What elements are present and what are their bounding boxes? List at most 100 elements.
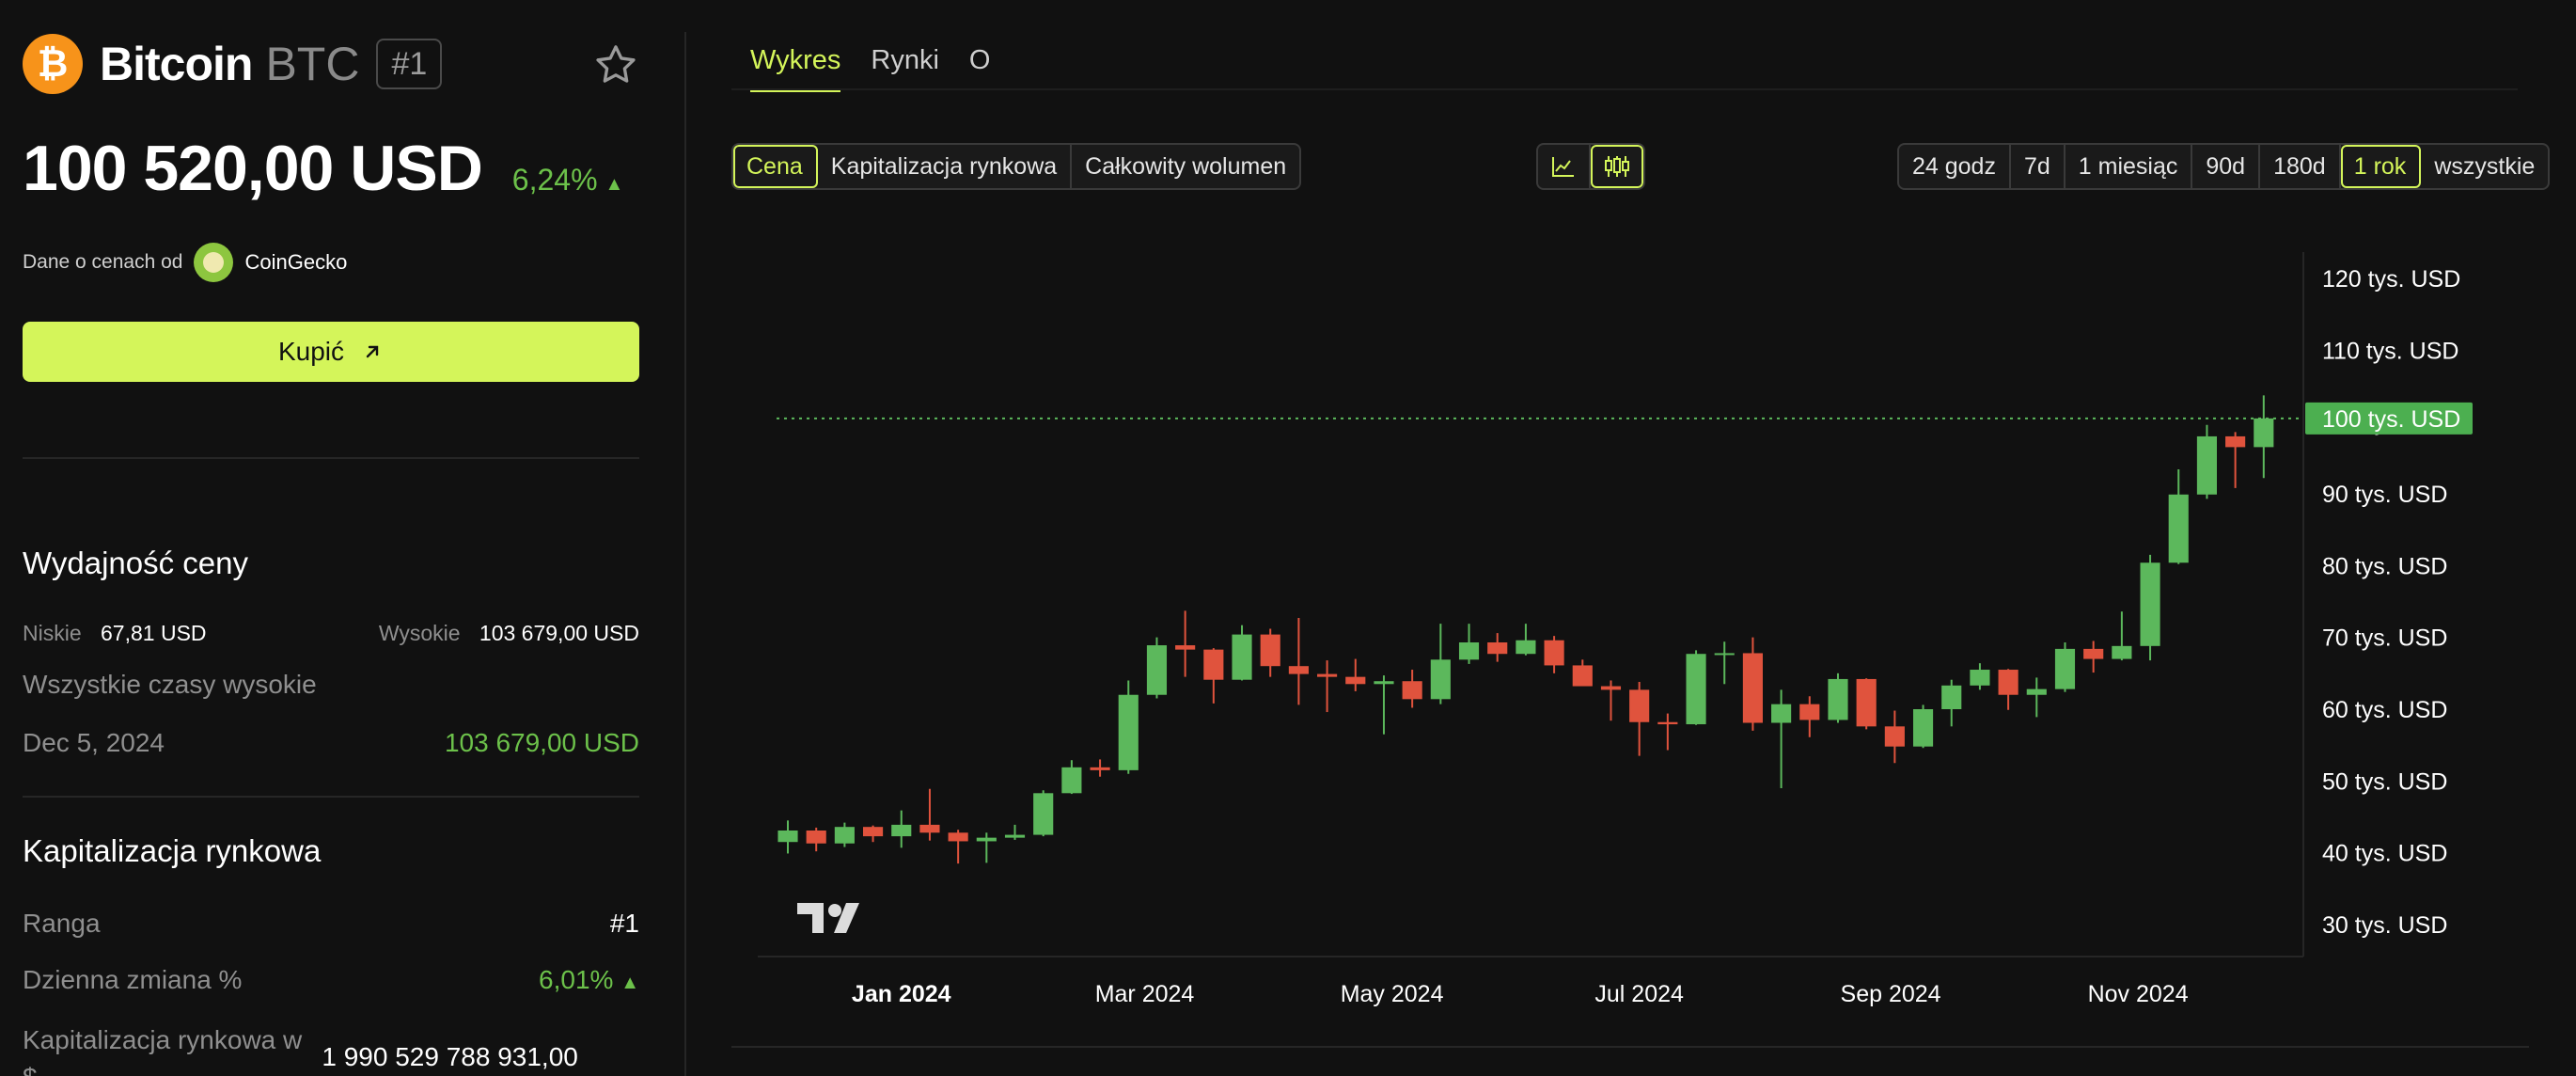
candle-body [1402, 681, 1422, 700]
range-1m-button[interactable]: 1 miesiąc [2066, 145, 2193, 188]
candle-body [1884, 726, 1905, 747]
candle-body [863, 827, 884, 837]
range-7d-button[interactable]: 7d [2011, 145, 2066, 188]
candle-body [2168, 494, 2189, 563]
buy-button[interactable]: Kupić [23, 322, 639, 382]
x-tick-label: Jan 2024 [852, 981, 951, 1006]
buy-button-label: Kupić [277, 337, 345, 366]
candle-body [1941, 685, 1962, 709]
source-label: Dane o cenach od [23, 251, 183, 273]
up-arrow-icon: ▲ [605, 174, 624, 195]
price-chart[interactable]: 120 tys. USD 110 tys. USD 100 tys. USD 90 t… [733, 226, 2520, 1007]
bitcoin-logo-icon: ₿ [23, 34, 83, 94]
chart-bottom-divider [731, 1046, 2529, 1048]
candle-chart-button[interactable] [1591, 145, 1643, 188]
candle-body [1118, 694, 1139, 770]
candle-body [2225, 435, 2246, 448]
tab-about[interactable]: O [968, 45, 991, 75]
tab-chart[interactable]: Wykres [750, 45, 841, 92]
ath-date: Dec 5, 2024 [23, 728, 165, 757]
rank-row: Ranga #1 [23, 909, 639, 939]
range-24h-button[interactable]: 24 godz [1899, 145, 2011, 188]
y-tick-label: 40 tys. USD [2322, 841, 2447, 867]
high-value: 103 679,00 USD [479, 621, 639, 645]
external-arrow-icon [366, 345, 379, 358]
candle-body [1232, 634, 1252, 680]
candle-body [1345, 676, 1366, 685]
y-tick-label: 70 tys. USD [2322, 625, 2447, 652]
rank-label: Ranga [23, 909, 101, 938]
range-1y-button[interactable]: 1 rok [2340, 145, 2422, 188]
price-chart-svg[interactable]: 120 tys. USD 110 tys. USD 100 tys. USD 90 t… [733, 226, 2520, 1007]
candle-body [1970, 670, 1990, 686]
coin-header: ₿ Bitcoin BTC #1 [23, 34, 639, 94]
candle-body [2112, 645, 2132, 659]
x-tick-label: Sep 2024 [1841, 981, 1941, 1006]
daily-change-row: Dzienna zmiana % 6,01% ▲ [23, 965, 639, 995]
source-provider[interactable]: CoinGecko [244, 250, 348, 274]
range-180d-button[interactable]: 180d [2260, 145, 2341, 188]
candle-body [1657, 721, 1678, 725]
candle-body [1146, 645, 1168, 695]
candle-body [1799, 704, 1820, 720]
price-row: 100 520,00 USD 6,24% ▲ [23, 132, 623, 205]
candle-body [1458, 642, 1480, 660]
candle-body [1317, 673, 1338, 677]
metric-volume-button[interactable]: Całkowity wolumen [1085, 152, 1287, 180]
candle-body [2196, 435, 2217, 495]
star-icon[interactable] [592, 41, 639, 88]
low-value: 67,81 USD [101, 621, 207, 645]
candle-body [1714, 653, 1735, 656]
ath-label-row: Wszystkie czasy wysokie [23, 670, 639, 700]
candle-body [891, 824, 912, 837]
metric-market-cap-button[interactable]: Kapitalizacja rynkowa [818, 145, 1073, 188]
coingecko-logo-icon [194, 243, 234, 282]
high-label: Wysokie [378, 621, 461, 645]
range-90d-button[interactable]: 90d [2192, 145, 2261, 188]
candle-body [1516, 640, 1536, 655]
candle-body [2083, 648, 2104, 659]
metric-price-button[interactable]: Cena [733, 145, 818, 188]
candle-body [1572, 665, 1593, 687]
tab-markets[interactable]: Rynki [871, 45, 939, 75]
tradingview-logo-icon [797, 903, 859, 933]
line-chart-button[interactable] [1538, 145, 1591, 188]
candle-body [2054, 648, 2076, 689]
candle-body [834, 827, 855, 844]
candle-body [778, 831, 798, 843]
y-tick-label: 80 tys. USD [2322, 553, 2447, 579]
candle-body [1033, 793, 1054, 835]
coin-symbol: BTC [265, 38, 360, 90]
tabs-underline [731, 88, 2518, 90]
x-tick-label: Jul 2024 [1594, 981, 1684, 1006]
candle-body [1912, 709, 1934, 747]
rank-value: #1 [609, 909, 639, 938]
low-label: Niskie [23, 621, 82, 645]
current-price-label: 100 tys. USD [2322, 406, 2460, 433]
candle-body [1260, 634, 1280, 667]
candle-body [2026, 688, 2047, 695]
candle-body [1828, 678, 1848, 720]
y-tick-label: 30 tys. USD [2322, 912, 2447, 939]
candle-body [1600, 686, 1622, 690]
range-all-button[interactable]: wszystkie [2434, 152, 2536, 180]
current-price-badge [2305, 402, 2473, 435]
y-tick-label: 60 tys. USD [2322, 697, 2447, 723]
y-tick-label: 120 tys. USD [2322, 266, 2460, 293]
candle-body [1288, 666, 1309, 674]
x-tick-label: Mar 2024 [1095, 981, 1195, 1006]
y-tick-label: 110 tys. USD [2322, 338, 2458, 364]
chart-type-selector [1536, 143, 1645, 190]
low-high-row: Niskie 67,81 USD Wysokie 103 679,00 USD [23, 621, 639, 646]
market-cap-value: 1 990 529 788 931,00 USD [322, 1042, 578, 1076]
candle-body [1686, 654, 1706, 725]
candle-body [1742, 653, 1763, 723]
candle-body [1487, 642, 1508, 655]
candle-body [2254, 418, 2274, 448]
up-arrow-icon: ▲ [620, 973, 639, 993]
performance-title: Wydajność ceny [23, 546, 248, 580]
y-tick-label: 50 tys. USD [2322, 768, 2447, 795]
daily-change-value: 6,01% [539, 965, 614, 994]
rank-badge: #1 [376, 39, 443, 89]
candle-body [1090, 767, 1110, 770]
